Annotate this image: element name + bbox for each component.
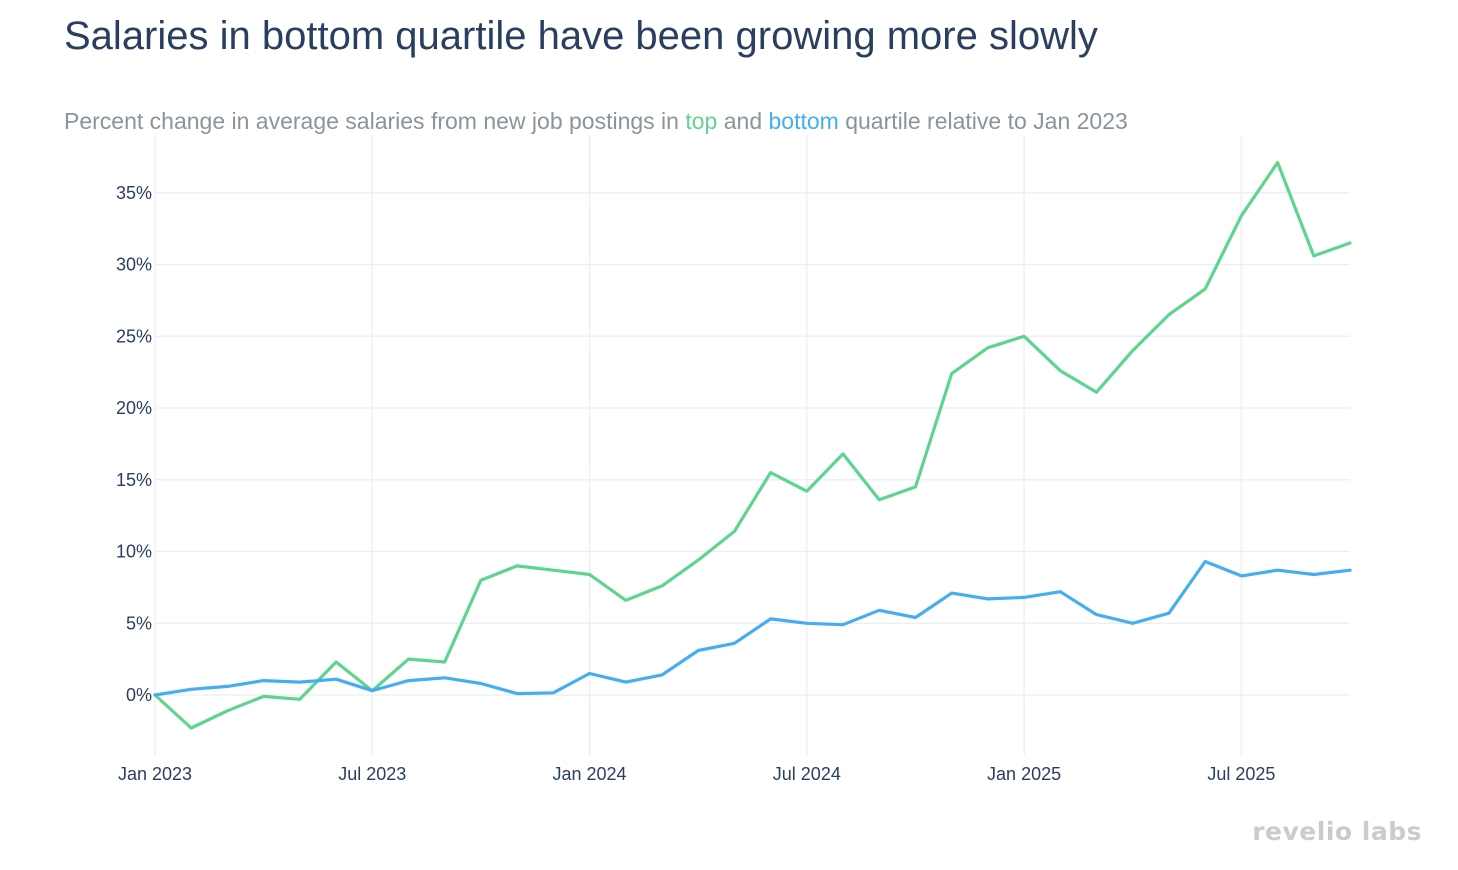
series-line-bottom xyxy=(153,559,1352,697)
subtitle-bottom-word: bottom xyxy=(768,108,839,134)
x-gridlines xyxy=(154,135,1242,755)
subtitle-suffix: quartile relative to Jan 2023 xyxy=(838,108,1128,134)
subtitle-prefix: Percent change in average salaries from … xyxy=(64,108,686,134)
chart-title: Salaries in bottom quartile have been gr… xyxy=(64,14,1098,58)
y-tick-label: 20% xyxy=(116,398,152,418)
y-tick-label: 15% xyxy=(116,470,152,490)
x-tick-label: Jan 2025 xyxy=(987,764,1061,784)
chart-subtitle: Percent change in average salaries from … xyxy=(64,108,1128,135)
series-layer xyxy=(153,161,1352,730)
y-gridlines xyxy=(155,192,1350,696)
y-tick-label: 5% xyxy=(126,613,152,633)
x-tick-label: Jul 2023 xyxy=(338,764,406,784)
x-tick-label: Jan 2023 xyxy=(118,764,192,784)
x-axis-labels: Jan 2023 Jul 2023 Jan 2024 Jul 2024 Jan 2025… xyxy=(118,764,1275,784)
y-tick-label: 30% xyxy=(116,255,152,275)
brand-logo: revelio labs xyxy=(1252,817,1422,846)
y-axis-labels: 0% 5% 10% 15% 20% 25% 30% 35% xyxy=(116,183,152,705)
y-tick-label: 10% xyxy=(116,542,152,562)
y-tick-label: 35% xyxy=(116,183,152,203)
x-tick-label: Jan 2024 xyxy=(553,764,627,784)
subtitle-middle: and xyxy=(717,108,769,134)
y-tick-label: 0% xyxy=(126,685,152,705)
subtitle-top-word: top xyxy=(685,108,718,134)
x-tick-label: Jul 2024 xyxy=(773,764,841,784)
y-tick-label: 25% xyxy=(116,326,152,346)
x-tick-label: Jul 2025 xyxy=(1207,764,1275,784)
series-line-top xyxy=(153,161,1352,730)
